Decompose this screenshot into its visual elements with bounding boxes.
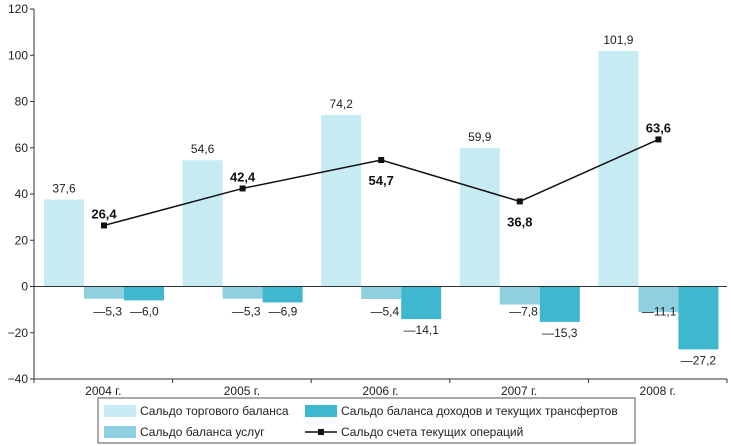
y-tick-label: 40 xyxy=(15,187,29,201)
line-marker xyxy=(516,198,523,205)
line-value-label: 26,4 xyxy=(91,206,117,221)
bar-value-label: —6,9 xyxy=(269,305,298,319)
axes-layer: −40 −20 0 20 40 60 80 100 120 2004 г. 2005 г. 2006 … xyxy=(8,2,728,398)
bar-0-0 xyxy=(44,199,84,287)
y-tick-label: −20 xyxy=(8,326,29,340)
bar-value-label: —6,0 xyxy=(130,305,159,319)
bar-1-4 xyxy=(638,286,679,313)
line-value-label: 63,6 xyxy=(646,120,671,135)
bar-value-label: —7,8 xyxy=(509,305,538,319)
legend-swatch xyxy=(104,405,136,417)
bar-1-2 xyxy=(361,286,402,299)
line-marker xyxy=(655,136,662,143)
bar-value-label: 59,9 xyxy=(468,130,492,144)
bar-0-1 xyxy=(182,160,223,287)
bar-value-label: —5,3 xyxy=(232,305,261,319)
y-tick-label: 120 xyxy=(8,2,28,16)
bar-0-3 xyxy=(459,147,500,287)
legend-label: Сальдо торгового баланса xyxy=(140,404,289,418)
y-tick-label: 100 xyxy=(8,48,28,62)
legend-swatch xyxy=(104,426,136,438)
line-marker xyxy=(101,222,107,229)
line-value-label: 36,8 xyxy=(507,214,532,229)
bar-1-3 xyxy=(499,286,540,305)
line-value-label: 54,7 xyxy=(369,173,394,188)
bar-0-4 xyxy=(598,50,639,287)
legend-label: Сальдо баланса доходов и текущих трансфе… xyxy=(341,404,618,418)
line-marker xyxy=(239,185,246,192)
bar-2-2 xyxy=(401,286,442,320)
y-tick-label: 80 xyxy=(15,95,29,109)
labels-layer: 37,6 54,6 74,2 59,9 101,9 —5,3 —5,3 —5,4 —7,8 —11… xyxy=(52,33,716,368)
line-layer xyxy=(101,136,662,229)
bar-2-1 xyxy=(262,286,303,303)
bar-value-label: 54,6 xyxy=(191,142,215,156)
bar-value-label: 101,9 xyxy=(603,33,633,47)
x-tick-label: 2006 г. xyxy=(362,384,398,398)
legend-label: Сальдо баланса услуг xyxy=(140,425,265,439)
x-tick-label: 2005 г. xyxy=(224,384,260,398)
bar-value-label: —11,1 xyxy=(642,305,677,319)
x-tick-label: 2007 г. xyxy=(501,384,537,398)
bar-2-0 xyxy=(124,286,164,301)
x-tick-label: 2004 г. xyxy=(85,384,121,398)
x-tick-label: 2008 г. xyxy=(640,384,676,398)
y-tick-label: 0 xyxy=(21,280,28,294)
bar-1-0 xyxy=(84,286,124,299)
bar-1-1 xyxy=(222,286,263,299)
y-tick-label: −40 xyxy=(8,372,29,386)
bars-layer xyxy=(44,50,719,350)
bar-value-label: —5,3 xyxy=(93,305,122,319)
line-marker xyxy=(378,157,385,164)
bar-value-label: —27,2 xyxy=(681,353,717,367)
legend-box xyxy=(97,397,636,444)
bar-2-4 xyxy=(678,286,719,350)
bar-value-label: —14,1 xyxy=(404,323,440,337)
bar-0-2 xyxy=(321,114,362,287)
bar-value-label: 74,2 xyxy=(330,97,354,111)
y-tick-label: 60 xyxy=(15,141,29,155)
bar-value-label: —5,4 xyxy=(371,305,400,319)
legend-marker xyxy=(318,429,324,435)
legend-label: Сальдо счета текущих операций xyxy=(341,425,523,439)
legend-swatch xyxy=(305,405,337,417)
legend: Сальдо торгового баланса Сальдо баланса у… xyxy=(97,397,636,444)
y-tick-label: 20 xyxy=(15,233,29,247)
line-value-label: 42,4 xyxy=(230,169,256,184)
bar-2-3 xyxy=(539,286,580,322)
bar-value-label: 37,6 xyxy=(52,182,76,196)
bar-value-label: —15,3 xyxy=(542,326,578,340)
